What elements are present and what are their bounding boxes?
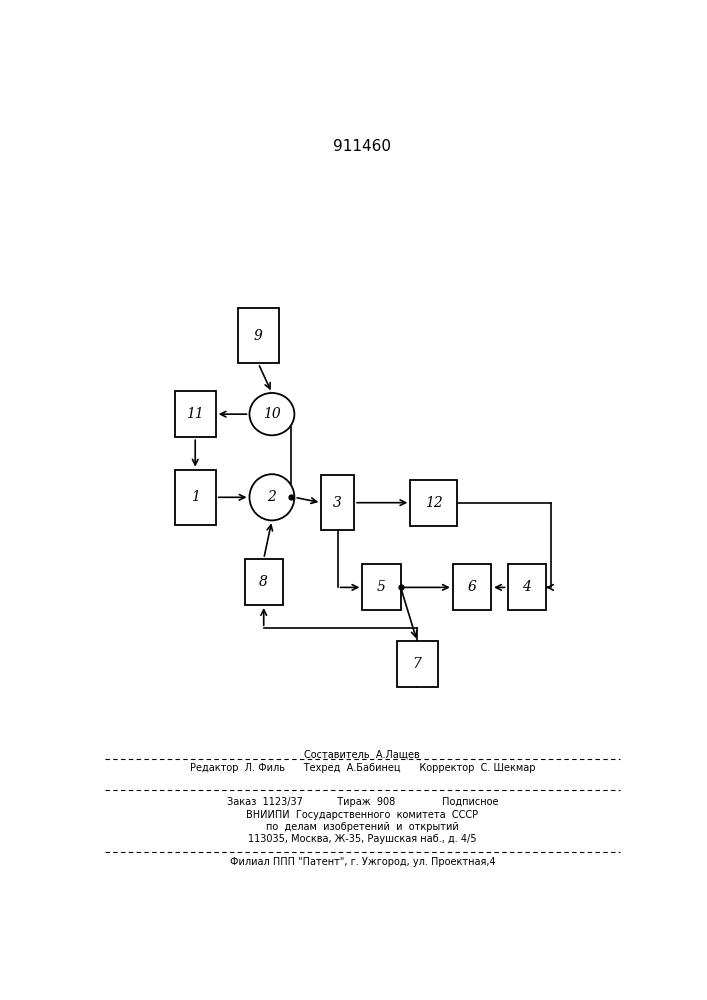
Text: 12: 12 <box>425 496 443 510</box>
Ellipse shape <box>250 393 294 435</box>
Text: 8: 8 <box>259 575 268 589</box>
Text: 911460: 911460 <box>333 139 392 154</box>
Text: 3: 3 <box>333 496 342 510</box>
Text: Составитель  А.Лащев: Составитель А.Лащев <box>305 749 420 759</box>
Text: 4: 4 <box>522 580 531 594</box>
Text: 113035, Москва, Ж-35, Раушская наб., д. 4/5: 113035, Москва, Ж-35, Раушская наб., д. … <box>248 834 477 844</box>
Text: 7: 7 <box>413 657 421 671</box>
Bar <box>410 480 457 526</box>
Text: Заказ  1123/37           Тираж  908               Подписное: Заказ 1123/37 Тираж 908 Подписное <box>226 797 498 807</box>
Text: Филиал ППП "Патент", г. Ужгород, ул. Проектная,4: Филиал ППП "Патент", г. Ужгород, ул. Про… <box>230 857 495 867</box>
Bar <box>238 308 279 363</box>
Text: 2: 2 <box>267 490 276 504</box>
Bar <box>175 470 216 525</box>
Bar <box>397 641 438 687</box>
Text: Редактор  Л. Филь      Техред  А.Бабинец      Корректор  С. Шекмар: Редактор Л. Филь Техред А.Бабинец Коррек… <box>189 763 535 773</box>
Text: 6: 6 <box>467 580 477 594</box>
Text: по  делам  изобретений  и  открытий: по делам изобретений и открытий <box>266 822 459 832</box>
Text: 10: 10 <box>263 407 281 421</box>
Bar <box>245 559 283 605</box>
Text: ВНИИПИ  Государственного  комитета  СССР: ВНИИПИ Государственного комитета СССР <box>246 810 479 820</box>
Bar <box>452 564 491 610</box>
Bar <box>175 391 216 437</box>
Text: 5: 5 <box>377 580 386 594</box>
Text: 1: 1 <box>191 490 199 504</box>
Bar <box>508 564 546 610</box>
Bar <box>363 564 401 610</box>
Ellipse shape <box>250 474 294 520</box>
Bar <box>321 475 354 530</box>
Text: 11: 11 <box>187 407 204 421</box>
Text: 9: 9 <box>254 329 263 343</box>
